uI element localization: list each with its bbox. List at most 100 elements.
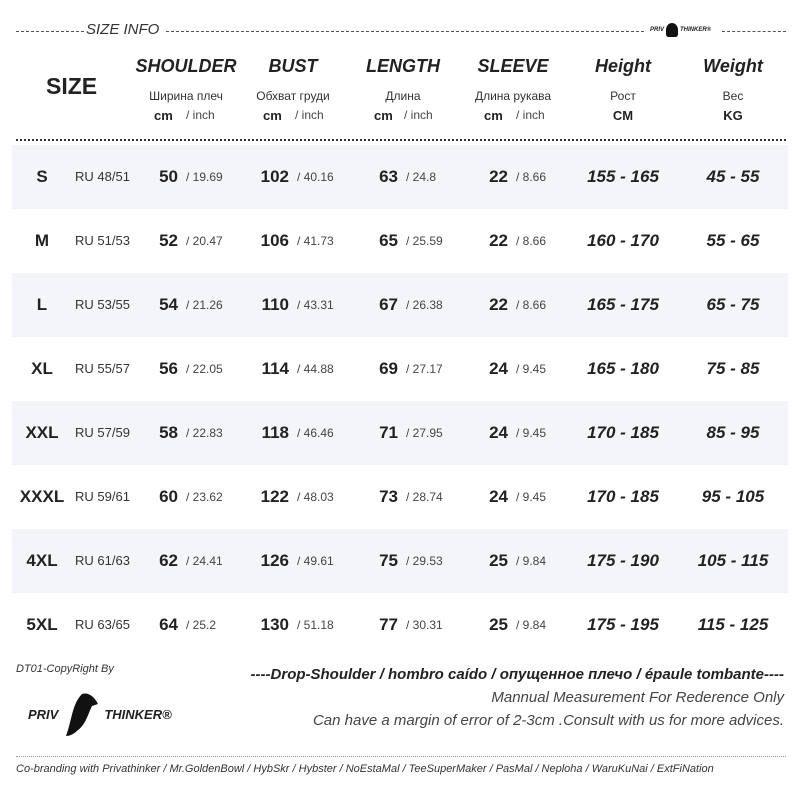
height-cell: 160 - 170	[587, 231, 659, 250]
size-header: SIZE	[46, 73, 98, 99]
table-row: M RU 51/53 52 / 20.47 106 / 41.73 65 / 25.59 22 /…	[12, 209, 788, 273]
bust-cm-cell: 110	[261, 295, 289, 314]
sleeve-cm-cell: 24	[489, 487, 508, 506]
table-row: XL RU 55/57 56 / 22.05 114 / 44.88 69 / 27.17 24…	[12, 337, 788, 401]
column-subtitle-ru: Длина	[385, 89, 421, 103]
sleeve-inch-cell: / 8.66	[516, 298, 547, 312]
column-subtitle-ru: Вес	[722, 89, 744, 103]
shoulder-inch-cell: / 24.41	[186, 554, 223, 568]
ru-size-cell: RU 57/59	[75, 425, 130, 440]
size-cell: XL	[31, 359, 53, 378]
unit-cm: cm	[374, 108, 393, 123]
ru-size-cell: RU 61/63	[75, 553, 130, 568]
bust-cm-cell: 114	[261, 359, 289, 378]
weight-cell: 55 - 65	[706, 231, 760, 250]
bust-cm-cell: 130	[260, 615, 289, 634]
bust-inch-cell: / 51.18	[297, 618, 334, 632]
column-header-shoulder: SHOULDER	[135, 56, 237, 76]
column-header-bust: BUST	[268, 56, 318, 76]
column-subtitle-ru: Длина рукава	[474, 89, 552, 103]
weight-cell: 105 - 115	[697, 551, 769, 570]
length-inch-cell: / 24.8	[406, 170, 437, 184]
bust-inch-cell: / 48.03	[297, 490, 334, 504]
sleeve-inch-cell: / 8.66	[516, 170, 547, 184]
bust-inch-cell: / 41.73	[297, 234, 334, 248]
unit-label: KG	[723, 108, 743, 123]
bust-cm-cell: 122	[260, 487, 289, 506]
bust-inch-cell: / 44.88	[297, 362, 334, 376]
unit-inch: / inch	[186, 108, 215, 122]
shoulder-cm-cell: 52	[159, 231, 178, 250]
shoulder-inch-cell: / 21.26	[186, 298, 223, 312]
shoulder-cm-cell: 50	[159, 167, 178, 186]
weight-cell: 65 - 75	[706, 295, 760, 314]
size-cell: L	[36, 295, 48, 314]
shoulder-cm-cell: 62	[159, 551, 178, 570]
shoulder-inch-cell: / 23.62	[186, 490, 223, 504]
weight-cell: 85 - 95	[706, 423, 760, 442]
ru-size-cell: RU 51/53	[75, 233, 130, 248]
sleeve-inch-cell: / 9.45	[516, 362, 547, 376]
bust-inch-cell: / 43.31	[297, 298, 334, 312]
size-cell: M	[34, 231, 50, 250]
size-cell: XXL	[25, 423, 59, 442]
sleeve-cm-cell: 25	[489, 551, 508, 570]
divider	[16, 31, 84, 32]
weight-cell: 75 - 85	[706, 359, 760, 378]
weight-cell: 45 - 55	[706, 167, 760, 186]
bust-inch-cell: / 46.46	[297, 426, 334, 440]
length-cm-cell: 73	[379, 487, 398, 506]
shoulder-cm-cell: 56	[159, 359, 178, 378]
shoulder-cm-cell: 54	[159, 295, 178, 314]
length-cm-cell: 65	[379, 231, 398, 250]
column-header-height: Height	[595, 56, 651, 76]
length-inch-cell: / 27.17	[406, 362, 443, 376]
section-title: SIZE INFO	[86, 21, 160, 38]
footer-divider	[16, 756, 786, 757]
table-row: XXL RU 57/59 58 / 22.83 118 / 46.46 71 / 27.95 2…	[12, 401, 788, 465]
shoulder-inch-cell: / 20.47	[186, 234, 223, 248]
length-cm-cell: 67	[379, 295, 398, 314]
height-cell: 175 - 190	[587, 551, 659, 570]
length-cm-cell: 71	[379, 423, 398, 442]
unit-inch: / inch	[295, 108, 324, 122]
height-cell: 165 - 180	[587, 359, 659, 378]
sleeve-cm-cell: 24	[489, 359, 508, 378]
table-row: S RU 48/51 50 / 19.69 102 / 40.16 63 / 24.8 22 / …	[12, 145, 788, 209]
size-cell: 4XL	[26, 551, 58, 570]
length-inch-cell: / 26.38	[406, 298, 443, 312]
weight-cell: 115 - 125	[697, 615, 769, 634]
sleeve-cm-cell: 24	[489, 423, 508, 442]
length-cm-cell: 75	[379, 551, 398, 570]
ru-size-cell: RU 59/61	[75, 489, 130, 504]
column-subtitle-ru: Обхват груди	[256, 89, 330, 103]
bust-cm-cell: 106	[260, 231, 289, 250]
ru-size-cell: RU 53/55	[75, 297, 130, 312]
sleeve-inch-cell: / 8.66	[516, 234, 547, 248]
size-cell: 5XL	[26, 615, 58, 634]
height-cell: 170 - 185	[587, 487, 659, 506]
divider	[166, 31, 644, 32]
shoulder-cm-cell: 60	[159, 487, 178, 506]
sleeve-cm-cell: 25	[489, 615, 508, 634]
sleeve-inch-cell: / 9.45	[516, 426, 547, 440]
shoulder-cm-cell: 64	[159, 615, 178, 634]
sleeve-inch-cell: / 9.84	[516, 618, 547, 632]
bust-cm-cell: 102	[260, 167, 289, 186]
unit-inch: / inch	[516, 108, 545, 122]
cobranding-text: Co-branding with Privathinker / Mr.Golde…	[16, 763, 714, 775]
ru-size-cell: RU 63/65	[75, 617, 130, 632]
height-cell: 155 - 165	[587, 167, 659, 186]
unit-inch: / inch	[404, 108, 433, 122]
sleeve-cm-cell: 22	[489, 167, 508, 186]
shoulder-inch-cell: / 22.05	[186, 362, 223, 376]
size-cell: XXXL	[19, 487, 65, 506]
sleeve-inch-cell: / 9.84	[516, 554, 547, 568]
column-header-weight: Weight	[703, 56, 763, 76]
shoulder-cm-cell: 58	[159, 423, 178, 442]
length-cm-cell: 63	[379, 167, 398, 186]
sleeve-cm-cell: 22	[489, 295, 508, 314]
bust-cm-cell: 126	[260, 551, 289, 570]
table-row: 4XL RU 61/63 62 / 24.41 126 / 49.61 75 / 29.53 2…	[12, 529, 788, 593]
shoulder-inch-cell: / 25.2	[186, 618, 217, 632]
